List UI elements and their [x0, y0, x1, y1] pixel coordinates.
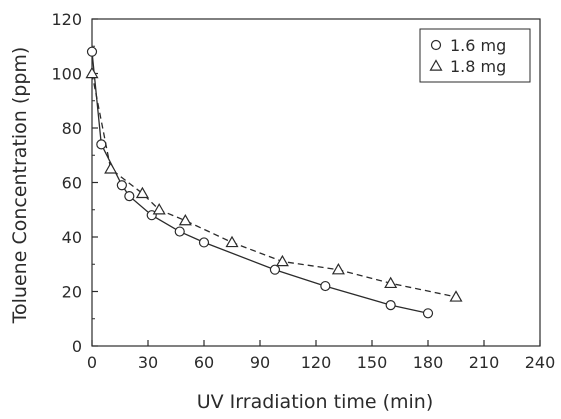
- data-point: [449, 290, 463, 302]
- x-tick-label: 0: [87, 353, 97, 372]
- y-tick-label: 120: [51, 10, 82, 29]
- data-point: [116, 180, 127, 191]
- y-tick-label: 80: [62, 119, 82, 138]
- legend-marker: [429, 59, 443, 71]
- y-tick-label: 100: [51, 65, 82, 84]
- legend: 1.6 mg 1.8 mg: [419, 28, 531, 83]
- axis-ticks: 0 30 60 90 120 150 180 210 240 0 20 40 60 80 100 120: [51, 10, 555, 372]
- y-axis-title: Toluene Concentration (ppm): [9, 47, 31, 325]
- series-line: [91, 73, 457, 298]
- data-point: [384, 276, 398, 289]
- x-tick-label: 60: [194, 353, 214, 372]
- x-axis-title: UV Irradiation time (min): [197, 391, 434, 413]
- y-tick-label: 20: [62, 283, 82, 302]
- legend-box: [419, 28, 531, 83]
- x-tick-label: 30: [138, 353, 158, 372]
- x-tick-label: 240: [525, 353, 556, 372]
- data-point: [198, 237, 210, 248]
- data-point: [225, 235, 239, 248]
- data-point: [104, 162, 118, 174]
- legend-label: 1.6 mg: [450, 36, 506, 55]
- data-point: [422, 308, 434, 319]
- x-tick-label: 150: [357, 353, 388, 372]
- data-point: [96, 139, 107, 150]
- x-tick-label: 210: [469, 353, 500, 372]
- data-point: [178, 213, 192, 226]
- data-point: [174, 226, 185, 237]
- data-point: [275, 254, 289, 267]
- data-point: [385, 300, 396, 311]
- data-point: [124, 191, 135, 202]
- series-line: [91, 51, 429, 314]
- x-tick-label: 90: [250, 353, 270, 372]
- legend-marker: [430, 39, 442, 51]
- data-point: [269, 264, 281, 275]
- series-layer: [85, 46, 463, 319]
- x-tick-label: 180: [413, 353, 444, 372]
- y-tick-label: 0: [72, 337, 82, 356]
- y-tick-label: 40: [62, 228, 82, 247]
- series-1: [86, 46, 434, 319]
- legend-label: 1.8 mg: [450, 57, 506, 76]
- x-tick-label: 120: [301, 353, 332, 372]
- y-tick-label: 60: [62, 174, 82, 193]
- data-point: [135, 186, 149, 199]
- data-point: [86, 46, 98, 57]
- data-point: [320, 280, 331, 292]
- series-2: [85, 66, 463, 302]
- data-point: [152, 203, 166, 215]
- data-point: [85, 66, 99, 79]
- data-point: [331, 262, 345, 275]
